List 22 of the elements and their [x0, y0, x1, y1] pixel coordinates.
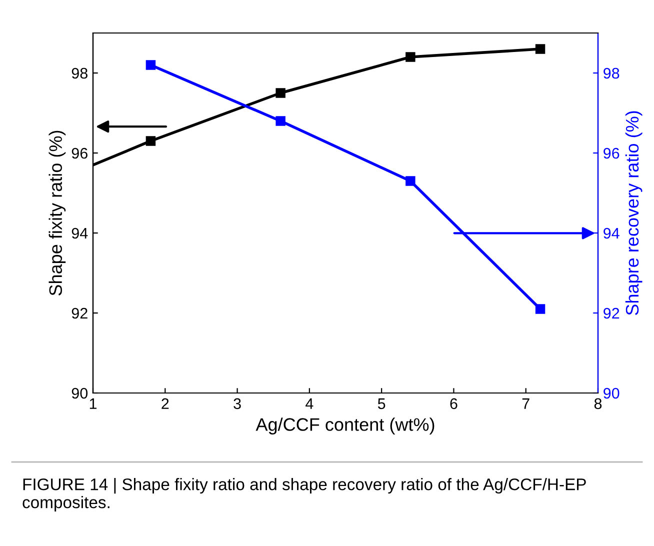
y-tick-label: 92 [72, 308, 88, 319]
y-axis-title: Shape fixity ratio (%) [48, 130, 66, 296]
y-tick-label: 98 [72, 68, 88, 79]
y2-axis-title: Shapre recovery ratio (%) [625, 111, 642, 316]
x-tick-label: 6 [450, 398, 458, 410]
x-tick-label: 1 [90, 398, 97, 409]
x-tick-label: 8 [594, 398, 602, 410]
y-tick-label: 90 [72, 388, 88, 399]
y2-tick-label: 92 [604, 308, 620, 319]
y-tick-label: 94 [72, 228, 88, 239]
x-tick-label: 3 [234, 398, 241, 410]
x-tick-label: 2 [162, 398, 169, 409]
y2-tick-label: 94 [604, 228, 620, 239]
y2-tick-label: 98 [604, 68, 620, 79]
x-tick-label: 7 [522, 398, 530, 409]
y2-tick-label: 96 [604, 148, 620, 159]
x-axis-title: Ag/CCF content (wt%) [256, 418, 434, 434]
x-tick-label: 4 [306, 398, 314, 409]
caption: FIGURE 14 | Shape fixity ratio and shape recovery ratio of the Ag/CCF/H-EP composites. [22, 478, 586, 512]
y2-tick-label: 90 [604, 388, 620, 399]
x-tick-label: 5 [378, 398, 386, 410]
y-tick-label: 96 [72, 148, 88, 159]
